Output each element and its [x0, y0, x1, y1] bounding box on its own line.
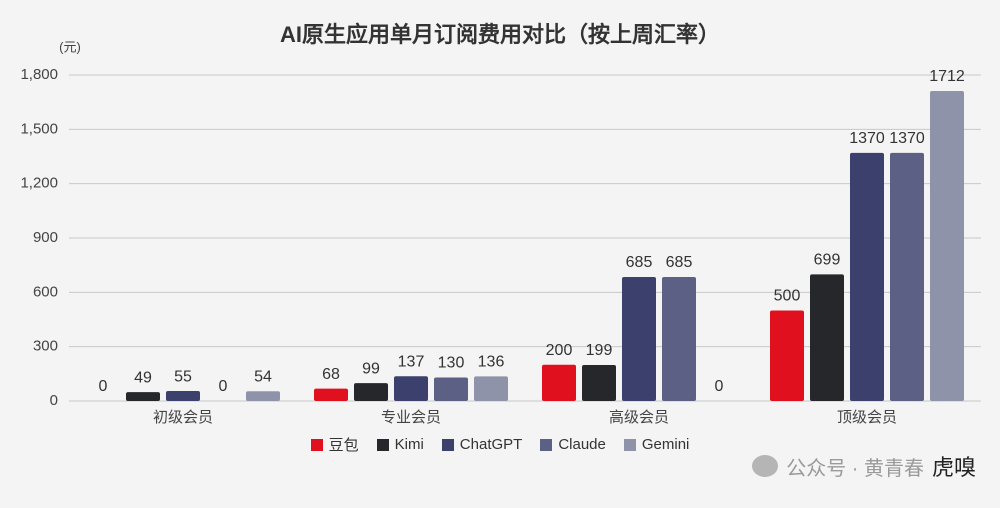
- value-label: 136: [478, 354, 505, 371]
- legend: 豆包 Kimi ChatGPT Claude Gemini: [0, 434, 1000, 455]
- value-label: 68: [322, 366, 340, 383]
- value-label: 1712: [929, 68, 965, 85]
- legend-item: Kimi: [376, 434, 424, 455]
- legend-label: ChatGPT: [459, 436, 523, 453]
- y-tick-label: 600: [33, 283, 58, 300]
- value-label: 137: [398, 353, 425, 370]
- bar: [890, 152, 924, 401]
- bar: [166, 391, 200, 401]
- value-label: 49: [134, 369, 152, 386]
- bar: [394, 376, 428, 401]
- bar: [622, 276, 656, 401]
- y-tick-label: 900: [33, 229, 58, 246]
- bar: [810, 274, 844, 401]
- legend-item: 豆包: [310, 434, 359, 455]
- value-label: 0: [715, 378, 724, 395]
- bar: [930, 90, 964, 401]
- value-label: 200: [546, 342, 573, 359]
- y-tick-label: 1,800: [20, 66, 58, 83]
- value-label: 685: [626, 254, 653, 271]
- x-tick-label: 顶级会员: [837, 409, 897, 426]
- legend-item: ChatGPT: [441, 434, 523, 455]
- value-label: 699: [814, 252, 841, 269]
- y-unit: (元): [59, 39, 81, 54]
- y-tick-label: 0: [50, 392, 58, 409]
- legend-swatch: [540, 438, 553, 451]
- chart: AI原生应用单月订阅费用对比（按上周汇率） (元) 0 300 600 900 1,20…: [20, 22, 981, 426]
- legend-swatch: [376, 438, 389, 451]
- bar: [850, 152, 884, 401]
- bar: [314, 388, 348, 401]
- legend-item: Gemini: [623, 434, 690, 455]
- value-label: 1370: [849, 130, 885, 147]
- value-label: 54: [254, 368, 272, 385]
- watermark: 公众号 · 黄青春 虎嗅: [752, 450, 976, 482]
- x-tick-label: 专业会员: [381, 409, 441, 426]
- chart-title: AI原生应用单月订阅费用对比（按上周汇率）: [280, 22, 720, 47]
- legend-swatch: [623, 438, 636, 451]
- value-label: 0: [219, 378, 228, 395]
- value-label: 199: [586, 342, 613, 359]
- bar: [542, 364, 576, 401]
- legend-label: Gemini: [641, 436, 690, 453]
- logo: 虎嗅: [931, 456, 976, 481]
- legend-label: 豆包: [328, 437, 359, 454]
- bar: [246, 391, 280, 401]
- bar: [582, 364, 616, 401]
- legend-label: Kimi: [394, 436, 424, 453]
- bar: [770, 310, 804, 401]
- bar: [474, 376, 508, 401]
- legend-label: Claude: [558, 436, 606, 453]
- value-label: 0: [99, 378, 108, 395]
- y-tick-label: 300: [33, 338, 58, 355]
- wechat-icon: [752, 455, 779, 477]
- y-tick-label: 1,500: [20, 120, 58, 137]
- y-tick-label: 1,200: [20, 175, 58, 192]
- value-label: 99: [362, 360, 380, 377]
- x-tick-label: 高级会员: [609, 409, 669, 426]
- value-label: 55: [174, 368, 192, 385]
- value-label: 685: [666, 254, 693, 271]
- bar: [662, 276, 696, 401]
- legend-swatch: [441, 438, 454, 451]
- bar: [434, 377, 468, 401]
- bar: [126, 392, 160, 401]
- x-tick-label: 初级会员: [153, 409, 213, 426]
- watermark-text: 公众号 · 黄青春: [786, 457, 924, 480]
- value-label: 500: [774, 288, 801, 305]
- legend-item: Claude: [540, 434, 606, 455]
- value-label: 130: [438, 355, 465, 372]
- value-label: 1370: [889, 130, 925, 147]
- legend-swatch: [310, 438, 323, 451]
- bar: [354, 383, 388, 401]
